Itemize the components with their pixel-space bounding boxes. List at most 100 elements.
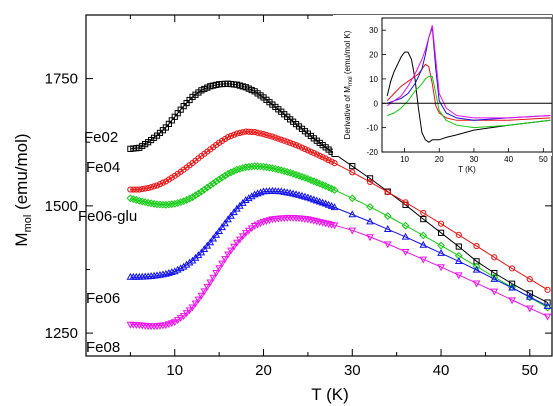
- data-point-square: [366, 175, 374, 182]
- data-point-triangle-down: [383, 241, 392, 249]
- data-point-diamond: [224, 169, 232, 178]
- data-point-triangle-up: [224, 215, 232, 223]
- data-point-triangle-down: [173, 317, 182, 325]
- data-point-triangle-up: [200, 245, 209, 252]
- data-point-circle: [307, 148, 314, 155]
- data-point-triangle-down: [194, 296, 203, 304]
- data-point-triangle-down: [203, 283, 212, 291]
- data-point-diamond: [253, 162, 262, 171]
- data-point-diamond: [230, 167, 238, 175]
- data-point-triangle-down: [230, 243, 238, 251]
- series-label-fe04: Fe04: [86, 159, 120, 176]
- x-tick-label: 50: [521, 362, 538, 379]
- data-point-diamond: [256, 162, 265, 171]
- inset-frame: [381, 17, 553, 153]
- data-point-circle: [159, 179, 167, 186]
- data-point-diamond: [227, 168, 235, 177]
- data-point-triangle-up: [241, 196, 250, 203]
- data-point-circle: [242, 128, 249, 135]
- data-point-diamond: [164, 200, 173, 209]
- data-point-diamond: [437, 241, 445, 250]
- data-point-circle: [544, 286, 551, 293]
- data-point-circle: [304, 147, 312, 154]
- data-point-square: [455, 243, 462, 250]
- data-point-triangle-up: [324, 200, 333, 208]
- series-line: [130, 165, 548, 309]
- data-point-triangle-up: [247, 192, 256, 200]
- data-point-triangle-down: [253, 221, 262, 229]
- data-point-triangle-up: [212, 230, 221, 238]
- y-axis-title-main: M: [12, 232, 31, 246]
- data-point-circle: [236, 129, 243, 137]
- data-point-diamond: [244, 162, 253, 171]
- data-point-circle: [526, 276, 533, 283]
- series-label-fe06: Fe06: [86, 290, 120, 307]
- data-point-diamond: [218, 173, 227, 182]
- data-point-triangle-up: [321, 199, 330, 207]
- data-point-triangle-down: [170, 319, 179, 327]
- data-point-circle: [384, 189, 391, 196]
- data-point-diamond: [200, 185, 209, 194]
- inset-y-tick-label: -10: [366, 124, 378, 133]
- y-axis-title: Mmol (emu/mol): [12, 133, 34, 246]
- series-label-fe06-glu: Fe06-glu: [78, 208, 137, 225]
- data-point-triangle-down: [185, 307, 194, 315]
- data-point-triangle-down: [437, 264, 445, 272]
- data-point-circle: [153, 182, 161, 189]
- data-point-circle: [263, 131, 270, 139]
- data-point-triangle-up: [185, 258, 194, 266]
- data-point-triangle-up: [366, 217, 374, 225]
- data-point-triangle-down: [250, 223, 259, 230]
- inset-series-line-5: [386, 25, 551, 119]
- data-point-triangle-down: [218, 260, 226, 268]
- data-point-circle: [133, 186, 140, 193]
- data-point-diamond: [212, 177, 221, 186]
- data-point-triangle-up: [253, 189, 262, 197]
- data-point-circle: [313, 151, 320, 158]
- data-point-circle: [316, 152, 323, 159]
- data-point-square: [420, 215, 427, 223]
- data-point-diamond: [209, 179, 218, 188]
- inset-x-tick-label: 10: [400, 155, 409, 164]
- data-point-triangle-up: [182, 260, 191, 268]
- series-line: [130, 131, 548, 291]
- data-point-triangle-down: [209, 274, 218, 282]
- data-point-triangle-down: [256, 220, 265, 228]
- inset-chart: 10 20 30 40 50 -20 -10 0 10 20 30 T (K) Derivative…: [333, 15, 553, 174]
- data-point-triangle-down: [236, 236, 244, 244]
- data-point-triangle-up: [256, 188, 265, 196]
- data-point-diamond: [419, 231, 428, 240]
- data-point-triangle-down: [244, 227, 253, 235]
- data-point-triangle-up: [173, 265, 182, 273]
- data-point-triangle-down: [454, 272, 463, 280]
- inset-y-tick-label: 10: [369, 75, 378, 84]
- data-point-diamond: [241, 163, 250, 172]
- data-point-triangle-down: [543, 313, 552, 321]
- data-point-triangle-down: [176, 315, 185, 323]
- data-point-circle: [325, 156, 332, 164]
- data-point-triangle-down: [241, 230, 250, 238]
- data-point-triangle-up: [206, 238, 215, 246]
- x-tick-label: 20: [255, 362, 272, 379]
- data-point-diamond: [147, 199, 155, 208]
- data-point-circle: [260, 130, 267, 138]
- data-point-diamond: [203, 183, 212, 192]
- data-point-circle: [136, 186, 143, 193]
- series-fe02: [127, 80, 551, 306]
- data-point-triangle-down: [525, 305, 534, 313]
- data-point-square: [349, 163, 356, 170]
- main-axes: 10 20 30 40 50 1250 1500 1750: [45, 15, 552, 379]
- data-point-triangle-down: [188, 304, 197, 312]
- inset-x-axis-title: T (K): [458, 165, 476, 174]
- main-series-labels: Fe02 Fe04 Fe06-glu Fe06 Fe08: [78, 129, 137, 356]
- data-point-circle: [251, 128, 258, 136]
- data-point-triangle-up: [170, 267, 179, 275]
- data-point-triangle-up: [215, 227, 223, 235]
- y-tick-label: 1750: [45, 71, 78, 88]
- series-fe08: [126, 214, 552, 331]
- inset-background: [333, 15, 552, 156]
- inset-y-tick-label: -20: [366, 148, 378, 157]
- data-point-triangle-down: [179, 313, 188, 321]
- data-point-square: [526, 290, 533, 297]
